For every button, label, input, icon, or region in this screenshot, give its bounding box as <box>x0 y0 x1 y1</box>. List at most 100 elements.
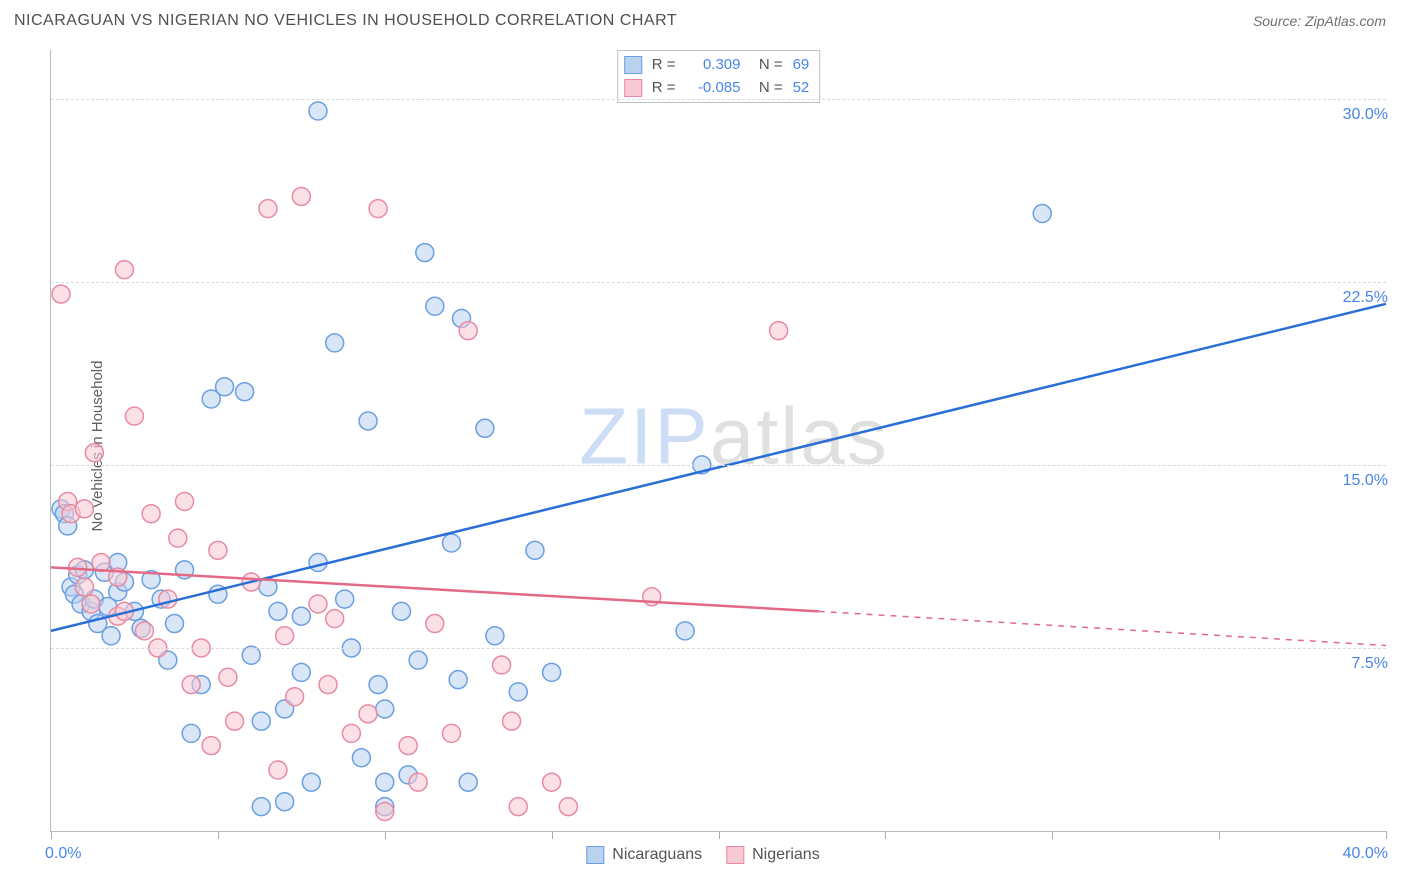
data-point <box>309 595 327 613</box>
data-point <box>276 793 294 811</box>
stat-n-label: N = <box>750 77 782 100</box>
data-point <box>416 244 434 262</box>
legend-label: Nigerians <box>752 846 820 864</box>
data-point <box>336 590 354 608</box>
stat-n-value: 69 <box>793 54 810 77</box>
stat-n-label: N = <box>750 54 782 77</box>
stat-legend: R =0.309 N =69R =-0.085 N =52 <box>617 50 821 103</box>
legend-swatch <box>586 846 604 864</box>
data-point <box>376 802 394 820</box>
data-point <box>509 798 527 816</box>
data-point <box>176 493 194 511</box>
data-point <box>165 615 183 633</box>
data-point <box>409 651 427 669</box>
data-point <box>409 773 427 791</box>
data-point <box>369 676 387 694</box>
data-point <box>292 607 310 625</box>
source-name: ZipAtlas.com <box>1305 13 1386 29</box>
data-point <box>182 724 200 742</box>
data-point <box>135 622 153 640</box>
x-max-label: 40.0% <box>1343 845 1388 863</box>
data-point <box>142 505 160 523</box>
data-point <box>269 761 287 779</box>
data-point <box>82 595 100 613</box>
data-point <box>369 200 387 218</box>
data-point <box>259 200 277 218</box>
data-point <box>392 602 410 620</box>
data-point <box>559 798 577 816</box>
data-point <box>159 590 177 608</box>
x-min-label: 0.0% <box>45 845 81 863</box>
data-point <box>236 383 254 401</box>
data-point <box>509 683 527 701</box>
legend-item: Nicaraguans <box>586 846 702 864</box>
data-point <box>75 578 93 596</box>
data-point <box>1033 205 1051 223</box>
data-point <box>125 407 143 425</box>
x-tick <box>51 831 52 839</box>
data-point <box>342 724 360 742</box>
stat-r-label: R = <box>652 54 676 77</box>
data-point <box>326 610 344 628</box>
data-point <box>326 334 344 352</box>
x-tick <box>885 831 886 839</box>
y-tick-label: 30.0% <box>1343 106 1388 124</box>
data-point <box>543 773 561 791</box>
data-point <box>276 627 294 645</box>
data-point <box>292 187 310 205</box>
data-point <box>476 419 494 437</box>
data-point <box>359 412 377 430</box>
data-point <box>52 285 70 303</box>
data-point <box>376 700 394 718</box>
chart-plot-area: ZIPatlas R =0.309 N =69R =-0.085 N =52 7… <box>50 50 1386 832</box>
data-point <box>319 676 337 694</box>
chart-title: NICARAGUAN VS NIGERIAN NO VEHICLES IN HO… <box>14 12 677 30</box>
legend-item: Nigerians <box>726 846 820 864</box>
x-tick <box>1052 831 1053 839</box>
data-point <box>226 712 244 730</box>
data-point <box>376 773 394 791</box>
data-point <box>543 663 561 681</box>
data-point <box>493 656 511 674</box>
data-point <box>209 541 227 559</box>
data-point <box>242 646 260 664</box>
gridline <box>51 465 1386 466</box>
data-point <box>352 749 370 767</box>
data-point <box>202 737 220 755</box>
data-point <box>526 541 544 559</box>
data-point <box>309 102 327 120</box>
y-tick-label: 15.0% <box>1343 472 1388 490</box>
data-point <box>102 627 120 645</box>
data-point <box>216 378 234 396</box>
data-point <box>426 297 444 315</box>
chart-svg <box>51 50 1386 831</box>
x-tick <box>218 831 219 839</box>
data-point <box>459 322 477 340</box>
legend-swatch <box>624 79 642 97</box>
data-point <box>85 444 103 462</box>
stat-r-value: 0.309 <box>685 54 740 77</box>
legend-label: Nicaraguans <box>612 846 702 864</box>
x-tick <box>719 831 720 839</box>
source-attribution: Source: ZipAtlas.com <box>1253 13 1386 29</box>
data-point <box>302 773 320 791</box>
data-point <box>399 737 417 755</box>
stat-legend-row: R = 0.309 N = 69 <box>624 54 810 77</box>
y-tick-label: 22.5% <box>1343 289 1388 307</box>
data-point <box>459 773 477 791</box>
data-point <box>252 712 270 730</box>
data-point <box>309 554 327 572</box>
source-prefix: Source: <box>1253 13 1305 29</box>
trend-line <box>51 304 1386 631</box>
data-point <box>486 627 504 645</box>
data-point <box>770 322 788 340</box>
data-point <box>286 688 304 706</box>
x-tick <box>1219 831 1220 839</box>
data-point <box>449 671 467 689</box>
data-point <box>359 705 377 723</box>
gridline <box>51 282 1386 283</box>
series-legend: Nicaraguans Nigerians <box>586 846 819 864</box>
data-point <box>443 534 461 552</box>
data-point <box>676 622 694 640</box>
legend-swatch <box>624 56 642 74</box>
